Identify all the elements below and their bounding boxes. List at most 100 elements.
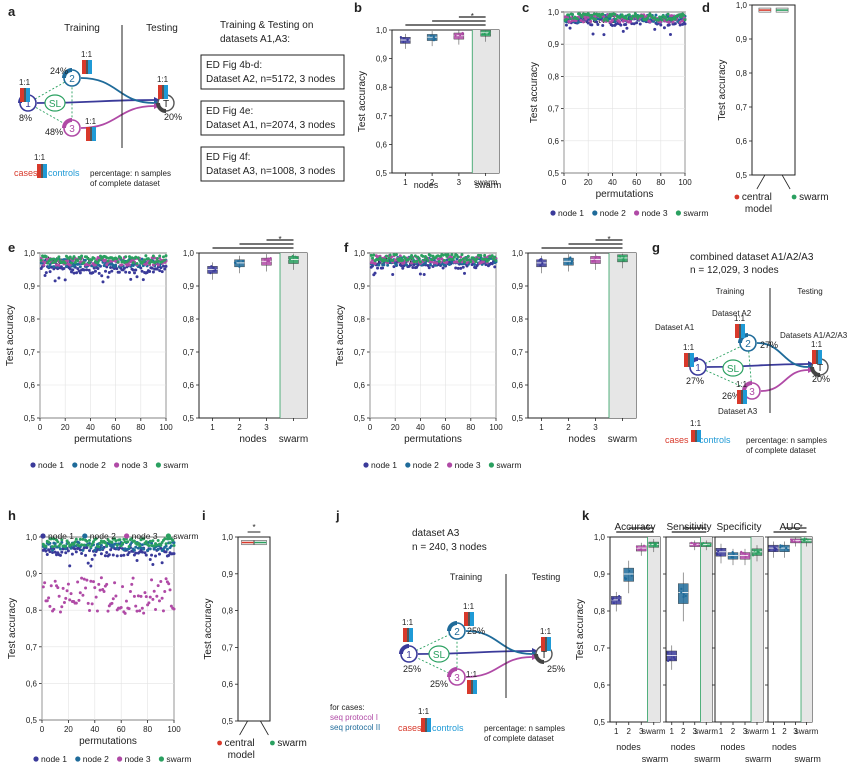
x-tick-label: 3: [793, 727, 798, 736]
class-ratio-icon-sep: [741, 390, 743, 404]
data-point-node-1: [154, 554, 158, 558]
data-point-node-3: [81, 593, 85, 597]
y-tick-label: 0,9: [736, 35, 748, 44]
ratio-label: 1:1: [81, 50, 93, 59]
data-point-node-1: [86, 561, 90, 565]
plot-frame-d: [751, 4, 796, 176]
data-point-swarm: [633, 12, 637, 16]
swarm-learning-node: [44, 94, 66, 112]
x-tick-label: 40: [608, 178, 617, 187]
data-point-swarm: [130, 537, 134, 541]
panel-letter-e: e: [8, 240, 15, 255]
box-point: [212, 269, 216, 272]
pct-node2: 27%: [760, 340, 778, 350]
data-point-node-3: [471, 260, 475, 264]
data-point-node-3: [66, 582, 70, 586]
data-point-node-3: [156, 263, 160, 267]
data-point-node-1: [71, 268, 75, 272]
data-point-swarm: [86, 543, 90, 547]
swarm-shade: [280, 253, 307, 418]
data-point-node-1: [678, 23, 682, 27]
box-point: [539, 264, 542, 267]
x-tick-label: 2: [237, 423, 242, 432]
box-point: [741, 551, 745, 554]
data-point-node-1: [99, 552, 103, 556]
x-tick-label: 1: [403, 178, 408, 187]
data-point-node-2: [53, 542, 57, 546]
legend-dot-node1: [30, 462, 36, 468]
legend-node2: node 2: [90, 531, 116, 541]
data-point-swarm: [87, 261, 91, 265]
x-tick-label: 3: [264, 423, 269, 432]
box-point: [237, 260, 240, 263]
data-point-node-3: [65, 589, 69, 593]
data-point-node-3: [369, 261, 373, 265]
pct-node1: 27%: [686, 376, 704, 386]
legend-dot-central: [217, 740, 223, 746]
pct-note-2: of complete dataset: [746, 446, 817, 455]
data-point-node-1: [74, 550, 78, 554]
box-point: [622, 259, 625, 262]
data-point-node-3: [105, 263, 109, 267]
y-tick-label: 0,7: [736, 103, 748, 112]
pct-note-2: of complete dataset: [484, 734, 555, 743]
ratio-label: 1:1: [463, 602, 475, 611]
x-tick-label: 60: [117, 725, 126, 734]
box-point: [638, 548, 641, 551]
test-node-label: T: [541, 650, 547, 661]
data-point-node-1: [110, 269, 114, 273]
box-point: [731, 551, 734, 554]
ratio-label: 1:1: [736, 380, 748, 389]
y-tick-label: 0,9: [548, 40, 560, 49]
node-share-arc: [62, 118, 73, 129]
metric-title-auc: AUC: [779, 522, 800, 533]
plot-frame-f: [369, 252, 497, 419]
study-box-desc: Dataset A1, n=2074, 3 nodes: [206, 120, 335, 131]
data-point-node-3: [155, 594, 159, 598]
panel-j-title-2: n = 240, 3 nodes: [412, 542, 487, 553]
data-point-node-2: [99, 543, 103, 547]
box-point: [266, 259, 269, 263]
data-point-swarm: [564, 17, 568, 21]
box-point: [693, 543, 696, 546]
sl-network-links: [27, 77, 73, 129]
data-point-node-3: [42, 263, 46, 267]
data-point-node-3: [43, 581, 47, 585]
data-point-node-1: [68, 564, 72, 568]
data-point-swarm: [148, 261, 152, 265]
box-point: [288, 258, 291, 261]
x-axis-label-nodes: nodes: [671, 742, 696, 752]
data-point-node-3: [410, 261, 414, 265]
data-point-node-1: [127, 270, 131, 274]
data-point-node-1: [150, 553, 154, 557]
y-axis-label: Test accuracy: [357, 71, 368, 132]
class-ratio-icon-cases: [464, 612, 468, 626]
panel-letter-d: d: [702, 0, 710, 15]
data-point-node-3: [111, 597, 115, 601]
y-tick-label: 0,9: [354, 282, 366, 291]
data-point-swarm: [57, 255, 61, 259]
data-point-node-1: [164, 264, 168, 268]
box-point: [720, 548, 723, 551]
y-tick-label: 0,5: [594, 718, 606, 727]
class-ratio-icon-sep: [688, 353, 690, 367]
data-point-swarm: [567, 13, 571, 17]
data-point-node-2: [139, 546, 143, 550]
data-point-swarm: [645, 16, 649, 20]
box-point: [715, 552, 719, 555]
data-point-node-2: [78, 265, 82, 269]
data-point-node-2: [111, 545, 115, 549]
data-point-node-1: [117, 270, 121, 274]
data-point-swarm: [659, 16, 663, 20]
data-point-node-3: [121, 585, 125, 589]
legend-node1: node 1: [41, 754, 67, 764]
training-arrow: [465, 630, 533, 655]
data-point-swarm: [39, 258, 43, 262]
data-point-node-1: [596, 22, 600, 26]
y-tick-label: 0,7: [594, 644, 606, 653]
box-point: [798, 540, 802, 544]
data-point-node-2: [377, 263, 381, 267]
data-point-swarm: [493, 255, 497, 259]
class-ratio-icon-sep: [739, 324, 741, 338]
y-tick-label: 1,0: [183, 249, 195, 258]
